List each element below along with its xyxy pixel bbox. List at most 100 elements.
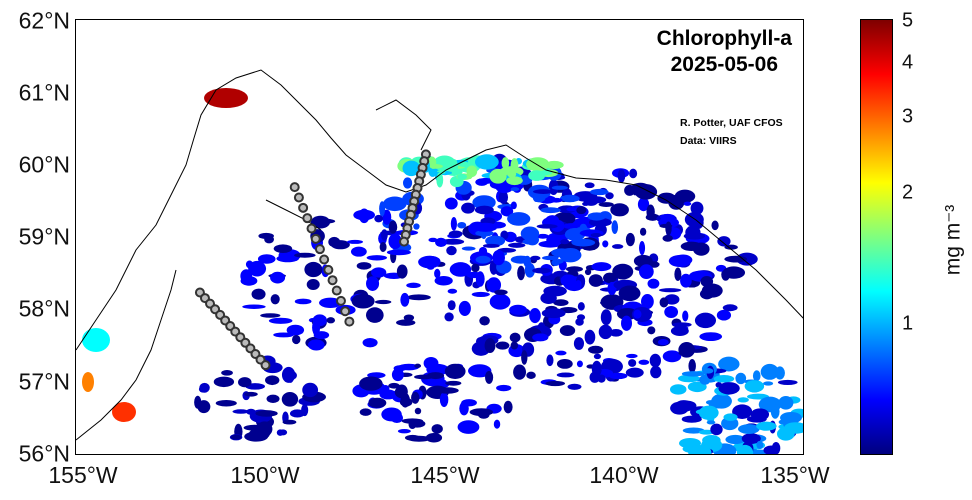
chlorophyll-patch [681, 415, 702, 423]
chlorophyll-patch [313, 331, 330, 340]
chlorophyll-patch [356, 262, 372, 270]
chlorophyll-patch [486, 277, 502, 293]
coastline-segment [76, 69, 803, 351]
chlorophyll-patch [612, 263, 634, 280]
chlorophyll-patch [501, 157, 510, 170]
chlorophyll-patch [718, 382, 740, 395]
chlorophyll-patch [381, 407, 402, 422]
chlorophyll-patch [508, 242, 526, 248]
chlorophyll-patch [230, 434, 242, 440]
chlorophyll-patch [576, 360, 583, 368]
chlorophyll-patch [353, 209, 376, 221]
chlorophyll-patch [575, 318, 584, 326]
chlorophyll-patch [428, 237, 438, 243]
chlorophyll-patch [608, 372, 628, 380]
chlorophyll-patch [546, 354, 554, 367]
chlorophyll-patch [294, 252, 316, 258]
chlorophyll-patch [750, 408, 770, 421]
chlorophyll-patch [447, 288, 458, 294]
chlorophyll-patch [600, 300, 622, 306]
title-line-1: Chlorophyll-a [656, 27, 792, 50]
chlorophyll-patch [472, 195, 496, 210]
chlorophyll-patch [461, 399, 477, 407]
chlorophyll-patch [326, 317, 336, 324]
chlorophyll-patch [423, 356, 439, 370]
chlorophyll-patch [268, 317, 293, 324]
chlorophyll-patch [256, 421, 273, 437]
chlorophyll-patch [350, 246, 367, 257]
chlorophyll-patch [602, 240, 609, 248]
chlorophyll-patch [657, 339, 669, 346]
chlorophyll-patch [631, 183, 639, 196]
chlorophyll-patch [493, 419, 501, 429]
chlorophyll-patch [698, 405, 719, 420]
chlorophyll-patch [444, 363, 466, 379]
chlorophyll-patch [408, 419, 417, 430]
chlorophyll-patch [544, 160, 564, 170]
chlorophyll-patch [394, 386, 408, 399]
chlorophyll-patch [379, 389, 397, 400]
chlorophyll-patch [625, 353, 638, 359]
chlorophyll-patch [780, 411, 802, 424]
chlorophyll-patch [747, 393, 769, 400]
chlorophyll-patch [575, 280, 582, 290]
chlorophyll-patch [588, 274, 603, 287]
chlorophyll-patch [244, 391, 258, 397]
colorbar-tick-4: 4 [902, 51, 914, 74]
chlorophyll-patch [559, 325, 576, 336]
chlorophyll-patch [625, 367, 644, 378]
chlorophyll-patch [713, 375, 735, 383]
chlorophyll-patch [366, 255, 388, 261]
chlorophyll-patch [646, 204, 655, 220]
chlorophyll-patch [414, 363, 422, 369]
station-marker [340, 306, 351, 317]
chlorophyll-patch [330, 240, 350, 250]
chlorophyll-patch [484, 338, 496, 354]
chlorophyll-patch [710, 423, 723, 436]
chlorophyll-patch [638, 359, 650, 365]
chlorophyll-patch [584, 268, 592, 276]
chlorophyll-patch [506, 176, 523, 186]
chlorophyll-patch [273, 332, 295, 338]
chlorophyll-patch [388, 220, 398, 234]
chlorophyll-patches [82, 88, 803, 454]
chlorophyll-patch [682, 310, 689, 322]
lon-label-155: 155°W [48, 462, 118, 488]
chlorophyll-patch [576, 206, 587, 215]
chlorophyll-patch [716, 309, 732, 321]
chlorophyll-patch [664, 305, 679, 319]
chlorophyll-patch [270, 271, 286, 284]
colorbar-tick-2: 2 [902, 181, 914, 204]
chlorophyll-patch [368, 397, 387, 409]
chlorophyll-patch [662, 234, 673, 242]
chlorophyll-patch [637, 197, 650, 212]
chlorophyll-patch [763, 445, 779, 454]
chlorophyll-patch [699, 332, 723, 342]
chlorophyll-patch [538, 240, 562, 248]
chlorophyll-patch [270, 294, 280, 305]
chlorophyll-patch [737, 397, 749, 403]
chlorophyll-patch [777, 379, 798, 386]
chlorophyll-patch [221, 370, 233, 376]
colorbar-tick-3: 3 [902, 105, 914, 128]
chlorophyll-patch [388, 233, 402, 250]
chlorophyll-patch [688, 445, 712, 454]
station-marker [302, 213, 313, 224]
chlorophyll-patch [264, 235, 274, 244]
chlorophyll-patch [446, 245, 457, 256]
chlorophyll-patch [371, 267, 387, 278]
chlorophyll-patch [466, 165, 478, 178]
lat-label-61: 61°N [18, 79, 70, 106]
chlorophyll-patch [593, 353, 602, 360]
chlorophyll-patch [485, 235, 506, 247]
chlorophyll-patch [457, 173, 468, 180]
chlorophyll-patch [434, 268, 441, 279]
credit-author: R. Potter, UAF CFOS [680, 117, 783, 129]
map-panel [75, 19, 804, 455]
chlorophyll-patch [475, 255, 491, 264]
chlorophyll-patch [526, 371, 536, 380]
chlorophyll-patch [711, 393, 732, 409]
chlorophyll-patch [658, 288, 682, 293]
chlorophyll-patch [215, 399, 237, 407]
chlorophyll-patch [500, 206, 514, 217]
